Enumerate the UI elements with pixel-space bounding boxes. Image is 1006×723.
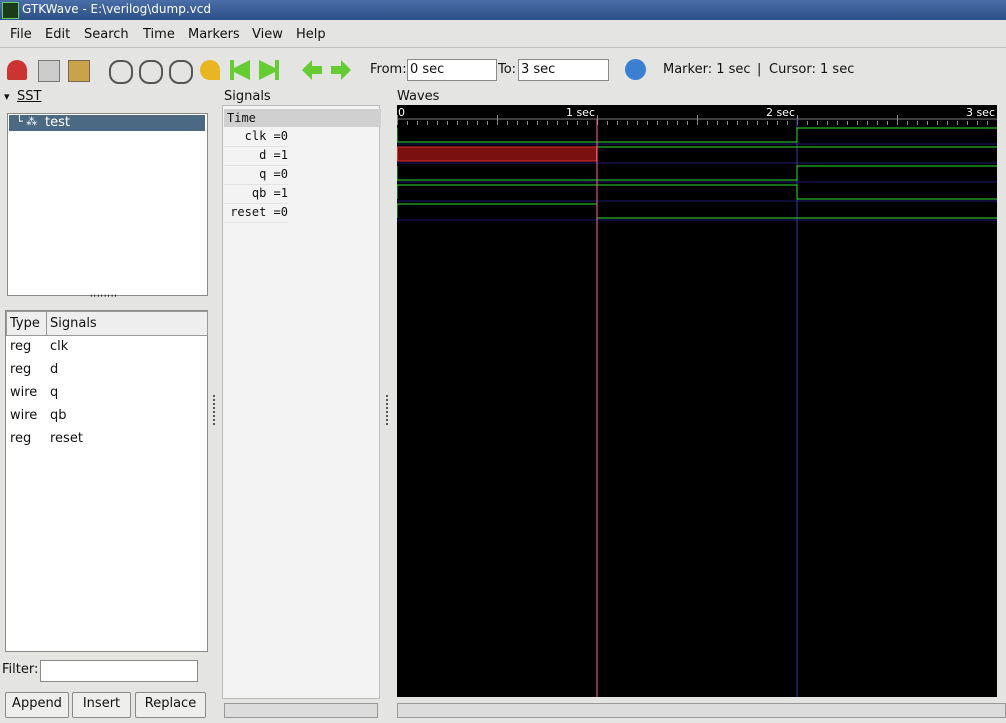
signals-title: Signals (224, 89, 271, 104)
toolbar: From: 0 sec To: 3 sec Marker: 1 sec | Cu… (0, 50, 1006, 90)
from-input[interactable]: 0 sec (407, 59, 497, 81)
pane-grip[interactable]: '''''''' (90, 294, 118, 304)
reload-icon[interactable] (625, 59, 646, 80)
paste-icon[interactable] (68, 60, 90, 82)
title-bar: GTKWave - E:\verilog\dump.vcd (0, 0, 1006, 20)
undo-icon[interactable] (200, 60, 220, 80)
d-unknown (397, 146, 597, 162)
tree-branch: └ ⁂ (16, 115, 38, 128)
pane-grip[interactable] (213, 395, 217, 425)
cut-icon[interactable] (7, 60, 27, 80)
begin-icon[interactable] (230, 60, 250, 80)
signal-entry[interactable]: qb =1 (224, 184, 288, 204)
from-label: From: (370, 62, 407, 77)
signal-name[interactable]: clk (50, 339, 69, 354)
back-icon[interactable] (302, 60, 322, 80)
wave-background (397, 105, 997, 697)
menu-item[interactable]: Time (143, 27, 175, 42)
signal-type[interactable]: wire (10, 408, 38, 423)
zoom-fit-icon[interactable] (109, 60, 133, 84)
sst-tree: └ ⁂ test (7, 113, 208, 296)
time-label: 2 sec (766, 106, 795, 119)
copy-icon[interactable] (38, 60, 60, 82)
signal-entry[interactable]: reset =0 (224, 203, 288, 223)
signal-type[interactable]: wire (10, 385, 38, 400)
signal-name[interactable]: d (50, 362, 59, 377)
forward-icon[interactable] (331, 60, 351, 80)
insert-button[interactable]: Insert (72, 692, 131, 718)
menu-bar: File Edit Search Time Markers View Help (0, 22, 1006, 48)
signal-type[interactable]: reg (10, 431, 32, 446)
window-title: GTKWave - E:\verilog\dump.vcd (22, 2, 211, 16)
pane-grip[interactable] (386, 395, 390, 425)
menu-item[interactable]: Help (296, 27, 326, 42)
signal-entry[interactable]: clk =0 (224, 127, 288, 147)
time-label: 0 (398, 106, 405, 119)
row-separators (397, 143, 997, 221)
sst-title: SST (17, 89, 42, 104)
waves-scrollbar[interactable] (397, 703, 1006, 718)
signal-type[interactable]: reg (10, 339, 32, 354)
marker-status: Marker: 1 sec (663, 62, 751, 77)
wave-canvas[interactable]: 0 1 sec 2 sec 3 sec (397, 105, 997, 697)
signal-type[interactable]: reg (10, 362, 32, 377)
time-header: Time (224, 109, 381, 127)
signals-table: Type Signals reg clk reg d wire q wire qb reg res… (5, 310, 208, 652)
column-header[interactable]: Signals (46, 311, 208, 336)
to-input[interactable]: 3 sec (518, 59, 609, 81)
zoom-out-icon[interactable] (169, 60, 193, 84)
signal-name[interactable]: qb (50, 408, 67, 423)
column-header[interactable]: Type (6, 311, 50, 336)
menu-item[interactable]: Search (84, 27, 129, 42)
filter-input[interactable] (40, 660, 198, 682)
app-icon (2, 2, 19, 19)
menu-item[interactable]: Edit (45, 27, 71, 42)
zoom-in-icon[interactable] (139, 60, 163, 84)
menu-item[interactable]: Markers (188, 27, 240, 42)
sst-expander[interactable]: ▾ (4, 90, 10, 103)
replace-button[interactable]: Replace (135, 692, 206, 718)
signal-entry[interactable]: q =0 (224, 165, 288, 185)
status-separator: | (757, 62, 762, 77)
end-icon[interactable] (259, 60, 279, 80)
clk-wave (397, 127, 997, 143)
tree-selection (9, 115, 205, 131)
append-button[interactable]: Append (5, 692, 69, 718)
filter-label: Filter: (2, 662, 39, 677)
to-label: To: (498, 62, 517, 77)
signal-name[interactable]: q (50, 385, 59, 400)
menu-item[interactable]: File (10, 27, 32, 42)
q-wave (397, 165, 997, 181)
cursor-status: Cursor: 1 sec (769, 62, 855, 77)
signals-scrollbar[interactable] (224, 703, 378, 718)
signal-name[interactable]: reset (50, 431, 83, 446)
signal-entry[interactable]: d =1 (224, 146, 288, 166)
qb-wave (397, 184, 997, 200)
menu-item[interactable]: View (252, 27, 283, 42)
signals-list: Time clk =0 d =1 q =0 qb =1 reset =0 (222, 105, 381, 699)
tree-item[interactable]: test (45, 115, 70, 130)
waves-title: Waves (397, 89, 440, 104)
time-label: 3 sec (966, 106, 995, 119)
time-label: 1 sec (566, 106, 595, 119)
